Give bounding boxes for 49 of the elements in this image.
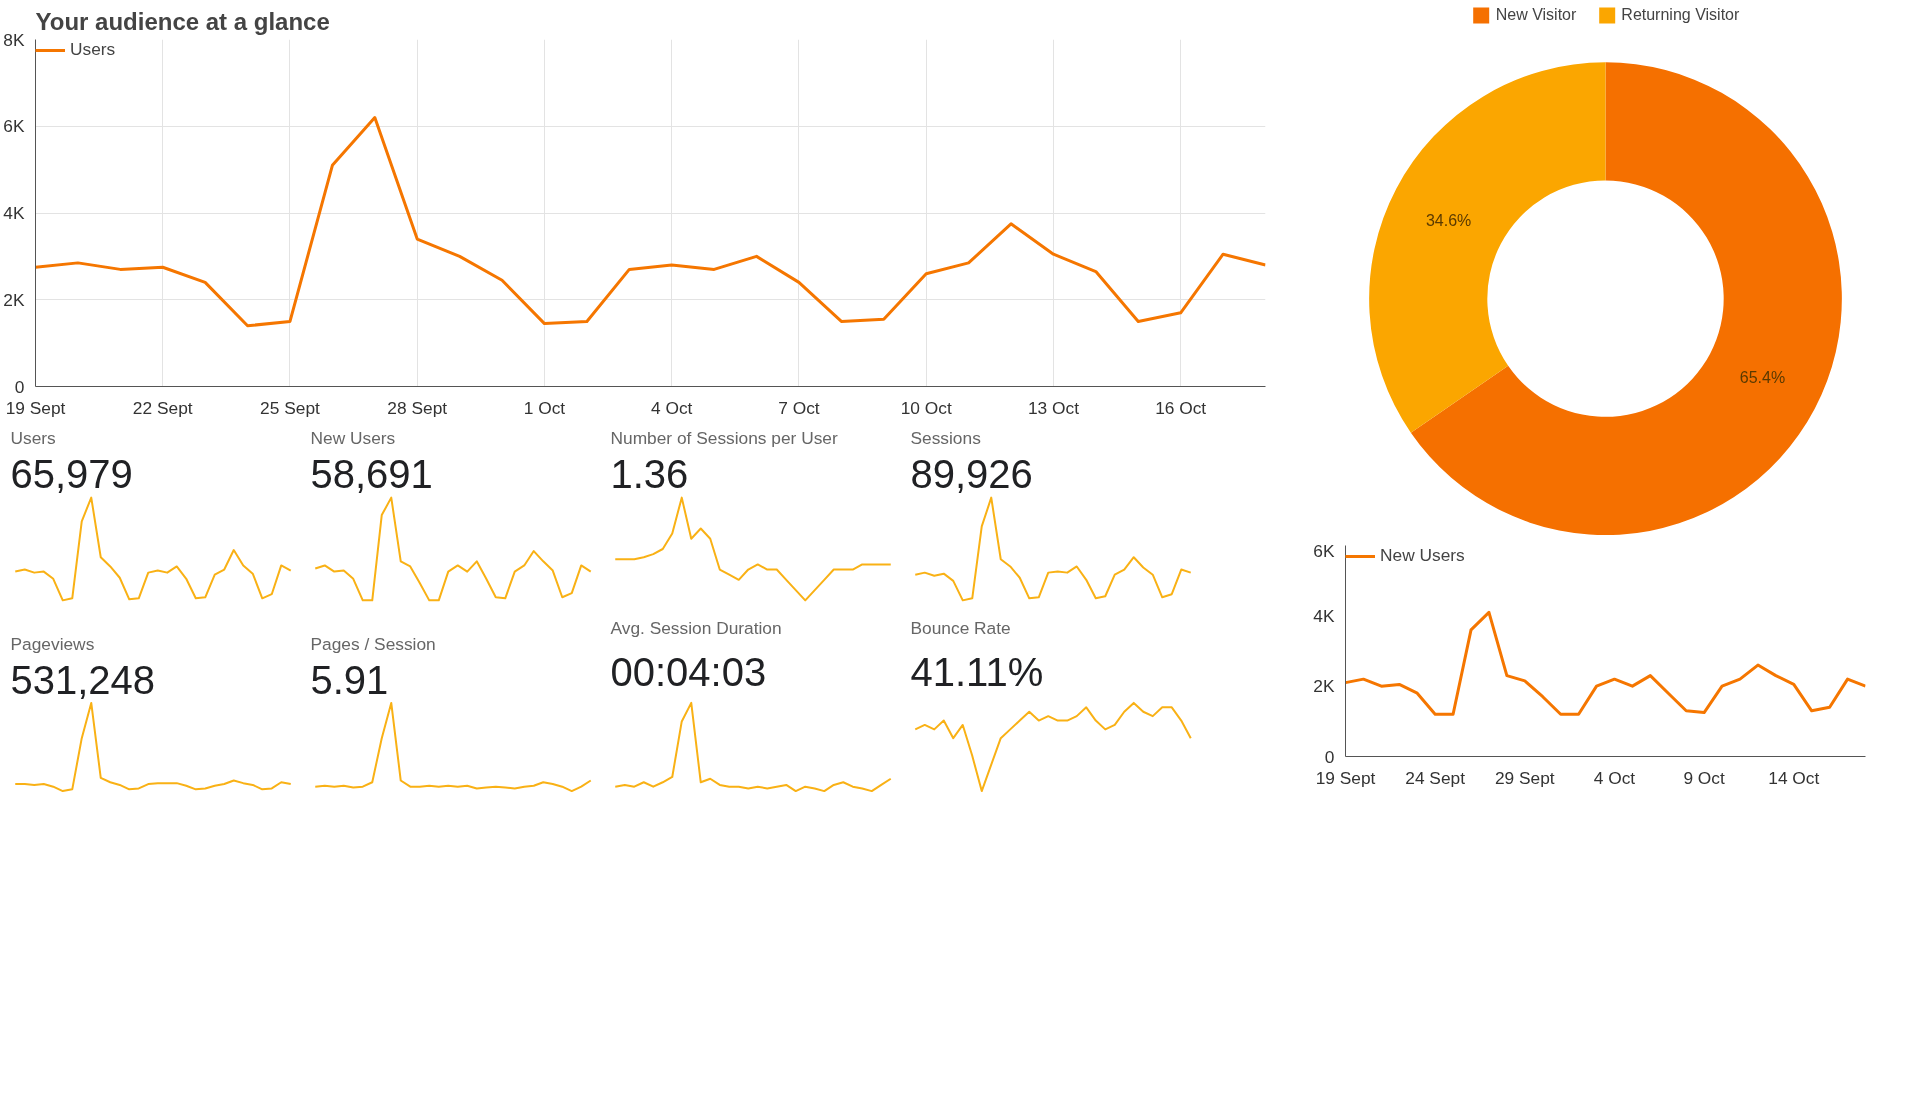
chart-subtitle: 89,926 <box>910 451 1033 496</box>
x-tick-label: 7 Oct <box>778 397 820 418</box>
chart-title: Users <box>10 427 57 448</box>
x-tick-label: 24 Sept <box>1405 767 1466 788</box>
chart-subtitle: 531,248 <box>10 657 156 702</box>
x-tick-label: 19 Sept <box>1315 767 1376 788</box>
y-tick-label: 0 <box>1324 746 1335 767</box>
chart-title: Your audience at a glance <box>35 7 330 35</box>
x-tick-label: 29 Sept <box>1494 767 1555 788</box>
chart-title: Number of Sessions per User <box>610 427 839 448</box>
x-tick-label: 14 Oct <box>1768 767 1820 788</box>
x-tick-label: 13 Oct <box>1027 397 1080 418</box>
legend-label: New Visitor <box>1495 6 1577 24</box>
y-tick-label: 0 <box>14 376 25 397</box>
chart-title: Pageviews <box>10 633 95 654</box>
y-tick-label: 8K <box>3 29 25 50</box>
x-tick-label: 19 Sept <box>5 397 66 418</box>
chart-subtitle: 58,691 <box>310 451 433 496</box>
data-label: 34.6% <box>1425 211 1472 229</box>
chart-subtitle: 00:04:03 <box>610 649 767 694</box>
x-tick-label: 1 Oct <box>523 397 566 418</box>
x-tick-label: 4 Oct <box>651 397 693 418</box>
y-tick-label: 6K <box>1313 540 1335 561</box>
x-tick-label: 16 Oct <box>1155 397 1207 418</box>
chart-title: Pages / Session <box>310 633 436 654</box>
chart-title: Sessions <box>910 427 982 448</box>
y-tick-label: 4K <box>1313 605 1335 626</box>
legend-label: Returning Visitor <box>1621 6 1740 24</box>
y-tick-label: 2K <box>1313 676 1335 697</box>
x-tick-label: 10 Oct <box>900 397 952 418</box>
y-tick-label: 2K <box>3 289 25 310</box>
legend-label: Users <box>70 39 116 60</box>
chart-subtitle: 41.11% <box>910 649 1044 694</box>
y-tick-label: 4K <box>3 203 25 223</box>
x-tick-label: 28 Sept <box>387 397 448 418</box>
x-tick-label: 22 Sept <box>132 397 193 418</box>
chart-subtitle: 5.91 <box>310 657 389 702</box>
chart-subtitle: 65,979 <box>10 451 133 496</box>
legend-label: New Users <box>1380 545 1465 566</box>
x-tick-label: 4 Oct <box>1593 767 1636 788</box>
chart-title: Avg. Session Duration <box>610 617 782 638</box>
chart-title: Bounce Rate <box>910 617 1011 638</box>
line-series <box>35 116 1266 328</box>
y-tick-label: 6K <box>3 116 25 137</box>
data-label: 65.4% <box>1739 368 1786 386</box>
x-tick-label: 25 Sept <box>260 397 321 418</box>
chart-title: New Users <box>310 427 396 448</box>
chart-subtitle: 1.36 <box>610 451 689 496</box>
x-tick-label: 9 Oct <box>1683 767 1726 788</box>
